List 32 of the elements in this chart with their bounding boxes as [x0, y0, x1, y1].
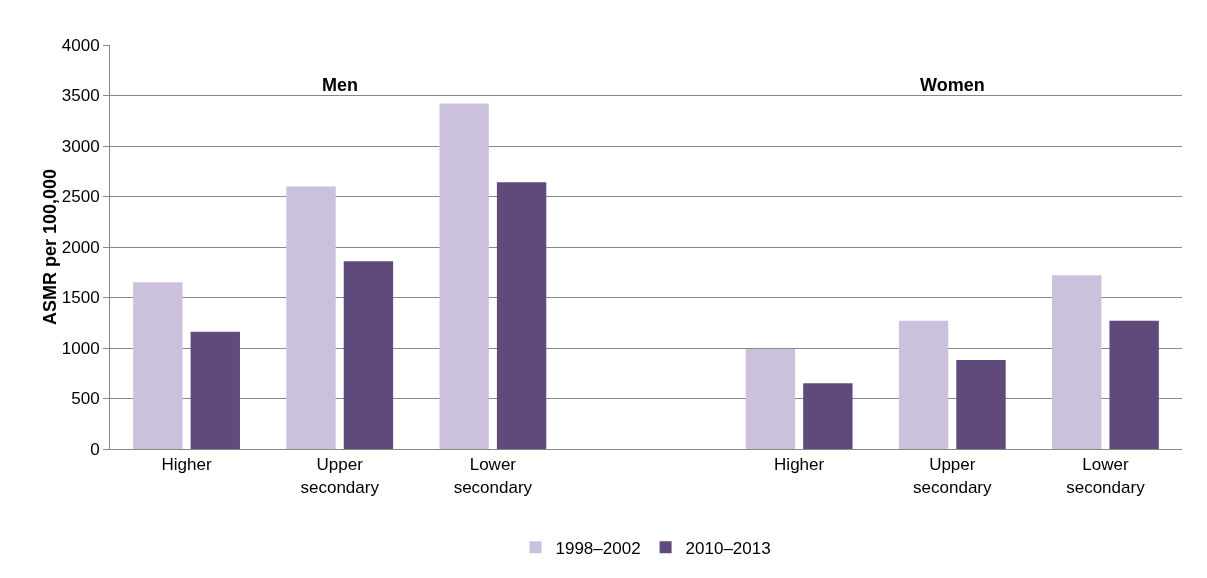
x-tick-label: Lower secondary	[1066, 455, 1146, 497]
y-axis-title: ASMR per 100,000	[39, 168, 60, 326]
annotation: Men	[322, 75, 358, 95]
x-tick-label: Upper secondary	[300, 455, 380, 497]
bar	[803, 383, 853, 449]
y-tick-label: 3500	[61, 86, 100, 106]
bar	[343, 261, 394, 449]
y-tick-label: 500	[71, 389, 100, 409]
x-tick-label: Higher	[161, 455, 212, 475]
bar	[1109, 320, 1159, 449]
y-tick-label: 4000	[61, 35, 100, 55]
x-tick-label: Lower secondary	[453, 455, 533, 497]
legend-label: 1998–2002	[555, 538, 641, 558]
y-tick-label: 1500	[61, 288, 100, 308]
x-tick-label: Higher	[774, 455, 825, 475]
bar	[439, 103, 489, 449]
bar	[745, 349, 796, 449]
bar	[496, 182, 547, 449]
x-tick-label: Upper secondary	[913, 455, 993, 497]
y-tick-label: 2000	[61, 237, 100, 257]
y-tick-label: 1000	[61, 338, 100, 358]
bar	[898, 320, 949, 449]
bar	[190, 331, 240, 449]
y-tick-label: 2500	[61, 187, 100, 207]
y-tick-label: 0	[90, 439, 100, 459]
bar	[133, 282, 183, 449]
bar	[1052, 275, 1102, 449]
annotation: Women	[920, 75, 985, 95]
legend-label: 2010–2013	[685, 538, 771, 558]
bar	[286, 186, 336, 449]
y-tick-label: 3000	[61, 136, 100, 156]
bar	[956, 360, 1006, 449]
